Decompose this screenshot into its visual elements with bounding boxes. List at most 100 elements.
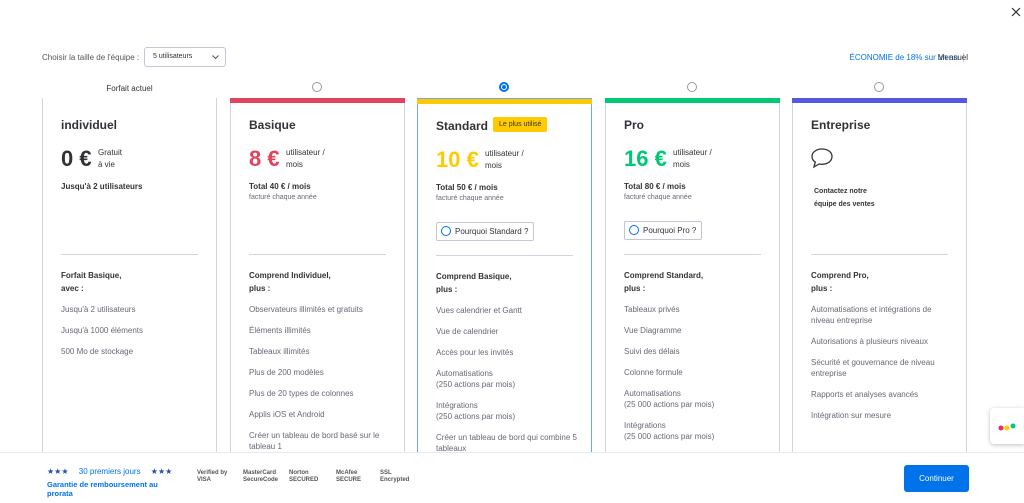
feature-item: Automatisations (250 actions par mois) — [436, 369, 516, 389]
feature-item: Autorisations à plusieurs niveaux — [811, 337, 928, 346]
features-heading: Forfait Basique, avec : — [61, 271, 122, 293]
feature-item: Tableaux illimités — [249, 347, 310, 356]
security-badge: SSL Encrypted — [380, 470, 410, 483]
security-badge: Verified by VISA — [197, 470, 228, 483]
feature-item: Suivi des délais — [624, 347, 680, 356]
contact-sales: Contactez notre équipe des ventes — [814, 188, 875, 208]
feature-list: Vues calendrier et Gantt Vue de calendrie… — [436, 305, 577, 452]
current-plan-label: Forfait actuel — [106, 84, 153, 93]
team-size-value: 5 utilisateurs — [153, 53, 193, 60]
stars: ★★★ — [47, 467, 69, 476]
separator — [249, 254, 386, 255]
team-size-label: Choisir la taille de l'équipe : — [42, 53, 140, 62]
dropdown-arrow — [212, 55, 219, 60]
feature-item: Colonne formule — [624, 368, 683, 377]
feature-list: Automatisations et intégrations de nivea… — [811, 304, 952, 431]
feature-item: Tableaux privés — [624, 305, 680, 314]
close-button[interactable] — [1010, 6, 1022, 18]
plan-radio[interactable] — [687, 82, 697, 92]
plan-price: 16 € — [624, 146, 667, 171]
plan-radio[interactable] — [312, 82, 322, 92]
security-badge: MasterCard SecureCode — [243, 470, 279, 483]
plan-radio[interactable] — [499, 82, 509, 92]
trial-text: 30 premiers jours — [78, 467, 141, 476]
feature-list: Observateurs illimités et gratuits Élémen… — [249, 304, 390, 452]
why-plan-button[interactable]: Pourquoi Standard ? — [436, 222, 535, 241]
feature-item: Créer un tableau de bord qui combine 5 t… — [436, 433, 577, 452]
price-unit: Gratuit à vie — [98, 148, 123, 169]
plan-card[interactable]: Basique 8 € utilisateur / mois Total 40 € /… — [230, 98, 405, 452]
plan-color-bar — [230, 98, 405, 103]
price-unit: utilisateur / mois — [286, 148, 325, 169]
feature-item: Vues calendrier et Gantt — [436, 306, 522, 315]
price-unit: utilisateur / mois — [485, 149, 524, 170]
plan-name: Entreprise — [811, 118, 871, 132]
features-heading: Comprend Basique, plus : — [436, 272, 512, 294]
plan-name: Standard — [436, 119, 489, 133]
plan-card[interactable]: Entreprise Contactez notre équipe des ven… — [792, 98, 967, 452]
plan-total: Total 50 € / mois — [436, 183, 498, 192]
popular-badge: Le plus utilisé — [493, 117, 548, 132]
guarantee-text: Garantie de remboursement au prorata — [47, 480, 158, 498]
plan-cards: individuel 0 € Gratuit à vie Jusqu'à 2 util… — [0, 78, 1024, 452]
plan-total: Total 80 € / mois — [624, 182, 686, 191]
plan-card[interactable]: Pro 16 € utilisateur / mois Total 80 € / mo… — [605, 98, 780, 452]
feature-item: Éléments illimités — [249, 326, 311, 335]
billing-note: facturé chaque année — [624, 194, 692, 201]
feature-item: Rapports et analyses avancés — [811, 390, 919, 399]
stars: ★★★ — [150, 467, 173, 476]
plan-name: Pro — [624, 118, 645, 132]
security-badge: McAfee SECURE — [336, 470, 362, 483]
separator — [624, 254, 761, 255]
logo — [998, 423, 1016, 431]
why-plan-button[interactable]: Pourquoi Pro ? — [624, 221, 703, 240]
feature-item: Intégrations (250 actions par mois) — [436, 401, 516, 421]
feature-item: Plus de 200 modèles — [249, 368, 324, 377]
monthly-toggle[interactable]: Mensuel — [937, 53, 968, 62]
feature-item: 500 Mo de stockage — [61, 347, 134, 356]
feature-item: Intégrations (25 000 actions par mois) — [624, 421, 715, 441]
continue-button[interactable]: Continuer — [904, 465, 969, 492]
plan-price: 0 € — [61, 146, 92, 171]
features-heading: Comprend Pro, plus : — [811, 271, 869, 293]
plan-card[interactable]: Standard Le plus utilisé 10 € utilisateur /… — [417, 98, 592, 452]
separator — [811, 254, 948, 255]
plan-color-bar — [605, 98, 780, 103]
plan-card[interactable]: individuel 0 € Gratuit à vie Jusqu'à 2 util… — [42, 98, 217, 452]
price-unit: utilisateur / mois — [673, 148, 712, 169]
billing-note: facturé chaque année — [436, 195, 504, 202]
plan-color-bar — [417, 99, 592, 104]
feature-item: Observateurs illimités et gratuits — [249, 305, 363, 314]
feature-item: Sécurité et gouvernance de niveau entrep… — [811, 358, 935, 378]
plan-total: Total 40 € / mois — [249, 182, 311, 191]
features-heading: Comprend Individuel, plus : — [249, 271, 331, 293]
plan-price: 10 € — [436, 147, 479, 172]
feature-list: Tableaux privés Vue Diagramme Suivi des dé… — [624, 304, 765, 452]
guarantee-block: ★★★ 30 premiers jours ★★★ Garantie de re… — [47, 467, 183, 498]
footer: ★★★ 30 premiers jours ★★★ Garantie de re… — [0, 452, 1024, 503]
feature-item: Intégration sur mesure — [811, 411, 892, 420]
separator — [61, 254, 198, 255]
plan-name: individuel — [61, 118, 118, 132]
feature-item: Plus de 20 types de colonnes — [249, 389, 354, 398]
feature-item: Automatisations (25 000 actions par mois… — [624, 389, 715, 409]
plan-radio[interactable] — [874, 82, 884, 92]
plan-name: Basique — [249, 118, 296, 132]
feature-list: Jusqu'à 2 utilisateurs Jusqu'à 1000 éléme… — [61, 304, 202, 367]
plan-color-bar — [792, 98, 967, 103]
feature-item: Créer un tableau de bord basé sur le tab… — [249, 431, 380, 451]
yearly-toggle[interactable]: ÉCONOMIE de 18% sur un an — [850, 53, 964, 62]
feature-item: Vue Diagramme — [624, 326, 682, 335]
team-size-select[interactable]: 5 utilisateurs — [144, 47, 226, 67]
chat-icon — [811, 148, 833, 169]
separator — [436, 255, 573, 256]
plan-price: 8 € — [249, 146, 280, 171]
plan-total: Jusqu'à 2 utilisateurs — [61, 182, 143, 191]
feature-item: Vue de calendrier — [436, 327, 499, 336]
features-heading: Comprend Standard, plus : — [624, 271, 704, 293]
billing-note: facturé chaque année — [249, 194, 317, 201]
monday-widget[interactable] — [990, 408, 1024, 444]
feature-item: Jusqu'à 1000 éléments — [61, 326, 144, 335]
feature-item: Jusqu'à 2 utilisateurs — [61, 305, 136, 314]
security-badge: Norton SECURED — [289, 470, 319, 483]
